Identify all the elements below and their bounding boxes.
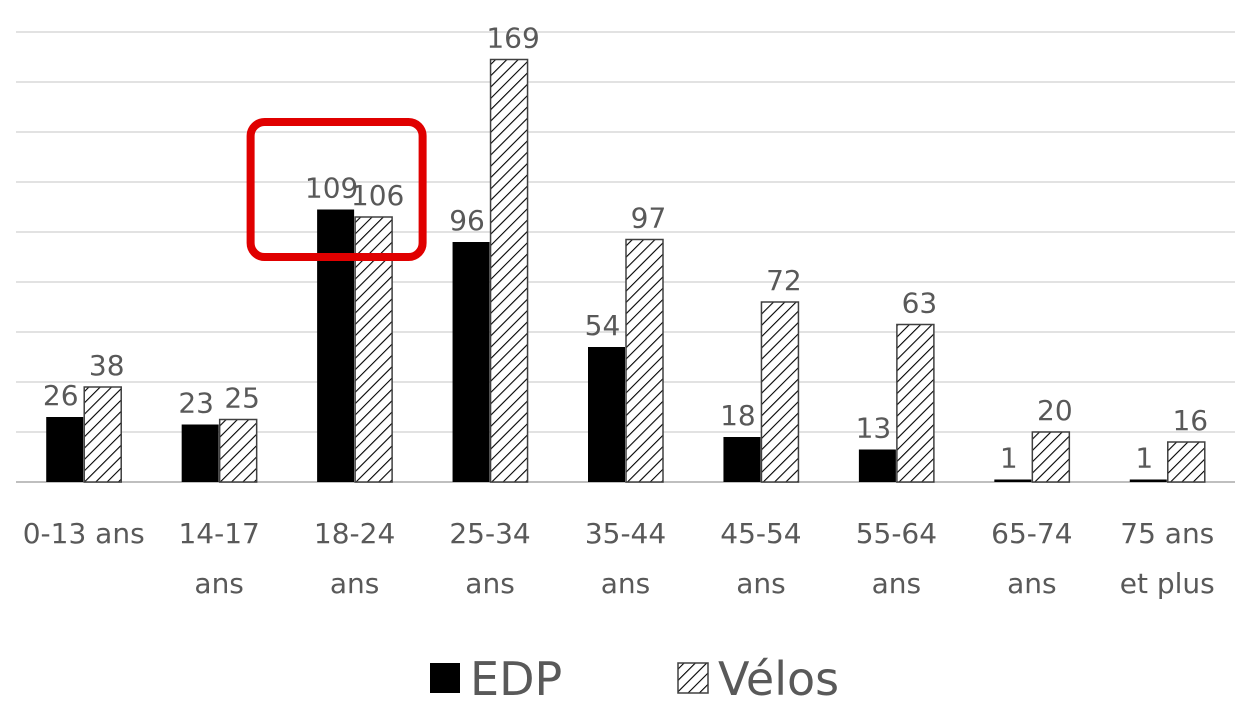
label-edp-0: 26 [43, 379, 79, 412]
bar-velos-1 [218, 418, 258, 483]
legend-label-edp: EDP [470, 652, 562, 701]
category-label-4: ans [601, 567, 651, 600]
label-velos-6: 63 [902, 287, 938, 320]
bar-edp-0 [46, 417, 84, 482]
category-labels: 0-13 ans 14-17 ans 18-24 ans 25-34 ans 35-44 ans… [23, 517, 1215, 600]
bar-velos-5 [760, 301, 800, 483]
label-velos-8: 16 [1172, 404, 1208, 437]
label-velos-0: 38 [89, 349, 125, 382]
category-label-7: 65-74 [991, 517, 1072, 550]
label-edp-5: 18 [720, 399, 756, 432]
bar-edp-6 [858, 449, 896, 482]
bar-velos-6 [896, 323, 935, 483]
category-label-8: 75 ans [1120, 517, 1214, 550]
bar-velos-3 [489, 58, 529, 483]
label-edp-1: 23 [178, 387, 214, 420]
category-label-1: ans [194, 567, 244, 600]
legend-label-velos: Vélos [718, 652, 839, 701]
label-velos-4: 97 [631, 202, 667, 235]
category-label-8: et plus [1120, 567, 1215, 600]
label-velos-1: 25 [224, 382, 260, 415]
category-label-4: 35-44 [585, 517, 666, 550]
label-velos-2: 106 [351, 179, 404, 212]
category-label-2: ans [330, 567, 380, 600]
category-label-6: 55-64 [856, 517, 937, 550]
category-label-2: 18-24 [314, 517, 395, 550]
bars [46, 58, 1206, 483]
bar-velos-2 [354, 216, 393, 483]
legend-swatch-velos [677, 662, 709, 694]
category-label-7: ans [1007, 567, 1057, 600]
category-label-6: ans [872, 567, 922, 600]
category-label-5: ans [736, 567, 786, 600]
legend-swatch-edp [430, 663, 460, 693]
bar-edp-1 [181, 424, 219, 482]
label-velos-3: 169 [486, 22, 539, 55]
bar-edp-5 [723, 437, 761, 482]
bar-velos-8 [1167, 441, 1206, 483]
label-edp-4: 54 [585, 309, 621, 342]
bar-velos-4 [625, 238, 664, 483]
label-edp-3: 96 [449, 204, 485, 237]
bar-velos-7 [1031, 431, 1071, 483]
category-label-3: 25-34 [449, 517, 530, 550]
bar-velos-0 [83, 386, 122, 483]
bar-edp-8 [1129, 479, 1167, 482]
category-label-1: 14-17 [178, 517, 259, 550]
bar-edp-4 [588, 347, 625, 482]
label-edp-7: 1 [1000, 442, 1018, 475]
category-label-5: 45-54 [720, 517, 801, 550]
label-edp-8: 1 [1135, 442, 1153, 475]
bar-edp-7 [994, 479, 1032, 482]
category-label-0: 0-13 ans [23, 517, 145, 550]
highlight-box [246, 118, 427, 261]
highlight-rectangle [246, 118, 427, 261]
label-edp-6: 13 [856, 412, 892, 445]
category-label-3: ans [465, 567, 515, 600]
label-edp-2: 109 [305, 172, 358, 205]
bar-edp-3 [452, 242, 490, 482]
label-velos-7: 20 [1037, 394, 1073, 427]
bar-edp-2 [317, 209, 355, 482]
label-velos-5: 72 [766, 264, 802, 297]
legend: EDP Vélos [430, 652, 839, 701]
